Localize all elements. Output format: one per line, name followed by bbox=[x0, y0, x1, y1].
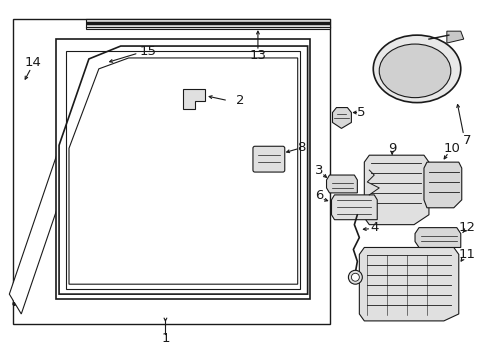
Text: 10: 10 bbox=[443, 142, 459, 155]
Text: 9: 9 bbox=[387, 142, 396, 155]
Polygon shape bbox=[56, 39, 309, 299]
Text: 14: 14 bbox=[25, 57, 41, 69]
Polygon shape bbox=[364, 155, 428, 225]
Polygon shape bbox=[414, 228, 460, 247]
Circle shape bbox=[347, 270, 362, 284]
Polygon shape bbox=[423, 162, 461, 208]
Text: 11: 11 bbox=[457, 248, 474, 261]
Polygon shape bbox=[326, 175, 357, 193]
FancyBboxPatch shape bbox=[252, 146, 284, 172]
Text: 15: 15 bbox=[140, 45, 157, 58]
Text: 4: 4 bbox=[369, 221, 378, 234]
Polygon shape bbox=[359, 247, 458, 321]
Text: 8: 8 bbox=[297, 141, 305, 154]
Polygon shape bbox=[59, 46, 307, 294]
Polygon shape bbox=[332, 108, 351, 129]
Text: 7: 7 bbox=[462, 134, 470, 147]
Ellipse shape bbox=[372, 35, 460, 103]
Polygon shape bbox=[331, 195, 376, 220]
Text: 1: 1 bbox=[161, 332, 169, 345]
Text: 13: 13 bbox=[249, 49, 266, 63]
Text: 5: 5 bbox=[356, 106, 365, 119]
Polygon shape bbox=[9, 46, 105, 314]
Text: 3: 3 bbox=[315, 163, 323, 176]
Text: 2: 2 bbox=[235, 94, 244, 107]
Polygon shape bbox=[183, 89, 205, 109]
Text: 6: 6 bbox=[315, 189, 323, 202]
Ellipse shape bbox=[379, 44, 450, 98]
Polygon shape bbox=[446, 31, 463, 43]
Bar bbox=[13, 19, 329, 324]
Circle shape bbox=[351, 273, 359, 281]
Polygon shape bbox=[86, 19, 329, 29]
Text: 12: 12 bbox=[457, 221, 474, 234]
